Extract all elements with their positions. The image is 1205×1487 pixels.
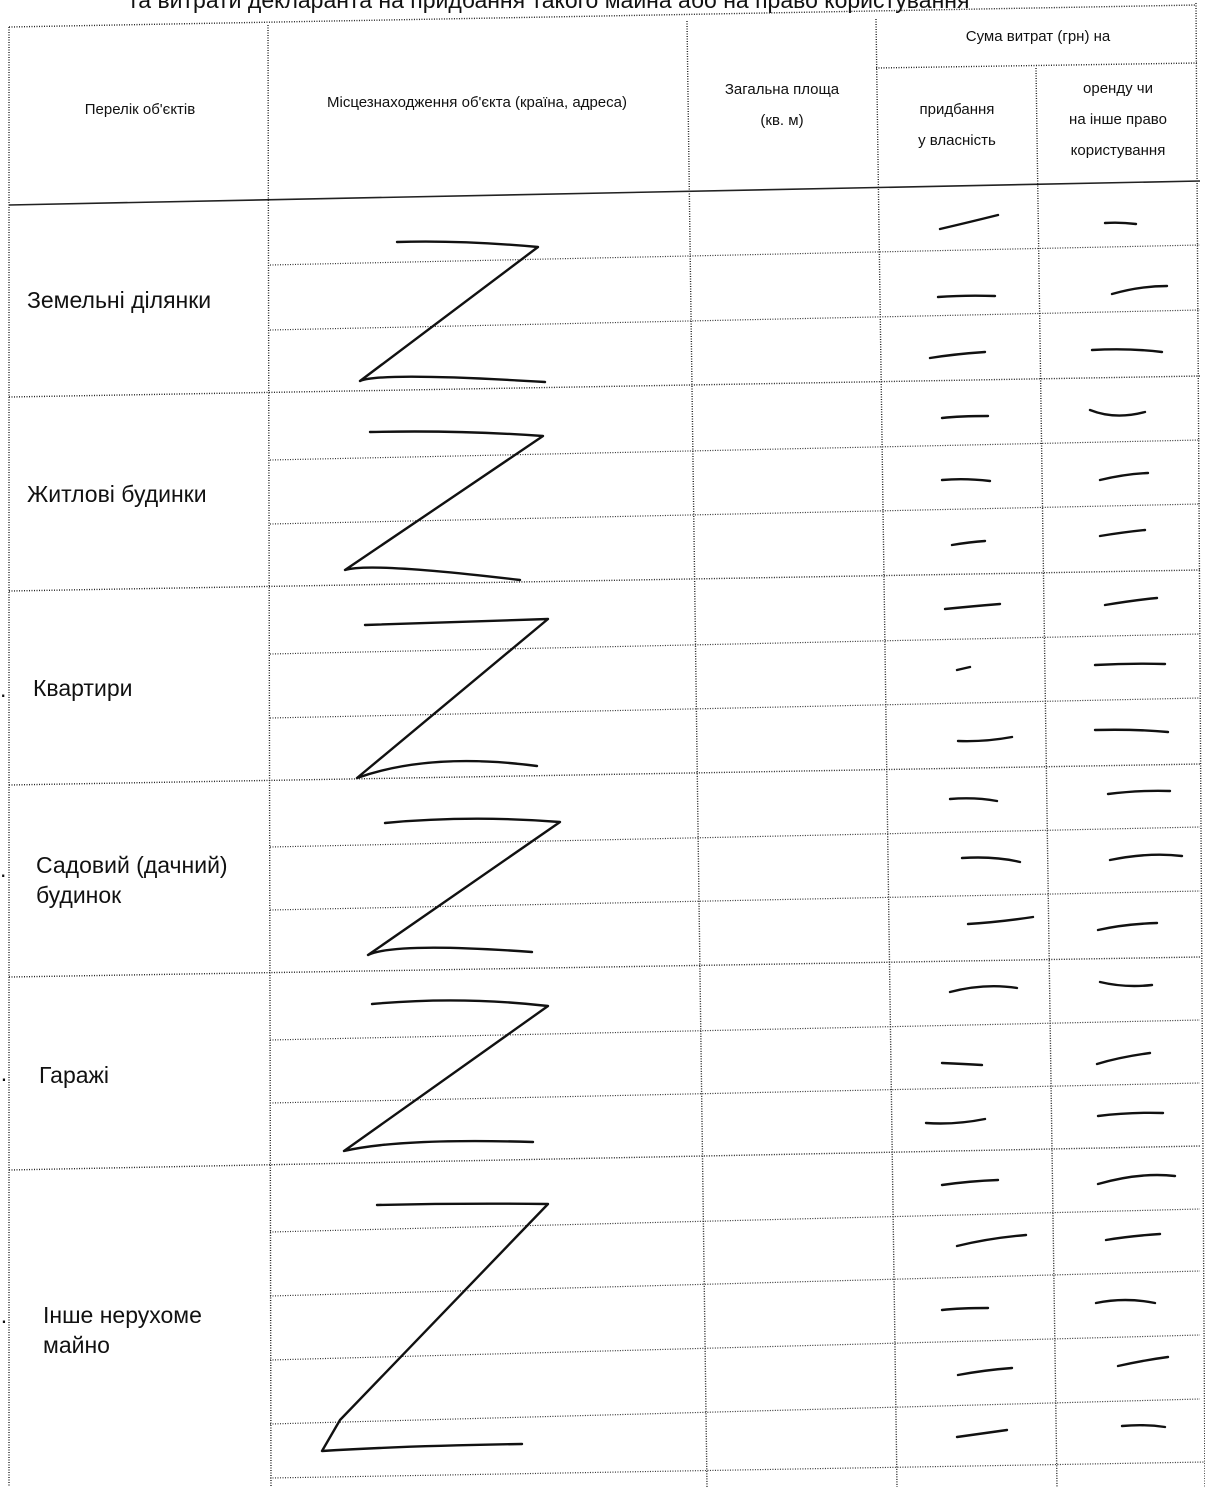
category-label-garden-house: Садовий (дачний) будинок [36,852,228,908]
dash-mark [1120,1424,1167,1429]
z-strike-garages [342,999,550,1153]
dash-mark [1095,1051,1152,1066]
dash-mark [1108,853,1184,862]
dash-mark [1096,1111,1165,1118]
category-label-garages: Гаражі [39,1062,110,1088]
z-strike-apartments [355,617,550,780]
dash-mark [1090,348,1164,354]
category-label-houses: Житлові будинки [27,481,207,507]
dash-mark [955,1428,1009,1439]
row-number: 8. [0,1302,8,1328]
header-rent: оренду чи на інше право користування [1069,80,1167,159]
dash-mark [1098,471,1150,482]
dash-mark [928,350,987,360]
header-objects: Перелік об'єктів [84,101,196,118]
dash-mark [955,1233,1028,1248]
dash-mark [1106,789,1172,796]
dash-mark [1094,1298,1157,1305]
dash-mark [950,539,987,547]
dash-mark [938,213,1000,231]
form-title-fragment: та витрати декларанта на придбання таког… [128,0,970,13]
dash-mark [1096,1173,1177,1186]
dash-mark [1098,528,1147,538]
dash-mark [1103,221,1138,226]
dash-mark [1110,284,1169,296]
dash-mark [1088,408,1147,417]
dash-mark [940,478,992,483]
dash-mark [960,856,1022,864]
dash-mark [956,1366,1014,1377]
dash-mark [1093,662,1167,667]
dash-mark [940,1178,1000,1187]
dash-mark [1116,1355,1170,1368]
dash-mark [1096,921,1159,932]
dash-mark [948,985,1019,994]
dash-mark [948,797,999,803]
dash-mark [956,735,1014,743]
dash-mark [1098,980,1154,988]
z-strike-land [358,240,547,384]
dash-mark [943,602,1002,611]
z-strike-garden [366,817,562,957]
header-purchase: придбання у власність [918,101,996,149]
dash-mark [940,1061,984,1067]
dash-mark [1103,596,1159,607]
header-sum-group: Сума витрат (грн) на [965,28,1111,45]
dash-mark [1104,1232,1162,1242]
z-strike-other [320,1202,550,1453]
category-label-land: Земельні ділянки [27,287,212,313]
dash-mark [955,665,972,672]
header-area: Загальна площа (кв. м) [724,81,840,129]
dash-mark [924,1117,987,1125]
dash-mark [940,414,990,420]
dash-mark [1093,728,1170,734]
dash-mark [966,915,1035,926]
row-number: 7. [0,1060,8,1086]
category-label-other-property: Інше нерухоме майно [43,1302,202,1358]
z-strike-houses [343,430,545,582]
header-location: Місцезнаходження об'єкта (країна, адреса… [327,94,627,111]
row-number: . [0,676,7,702]
dash-mark [936,294,997,299]
dash-mark [940,1306,990,1312]
category-label-apartments: Квартири [33,675,133,701]
row-number: . [0,856,7,882]
